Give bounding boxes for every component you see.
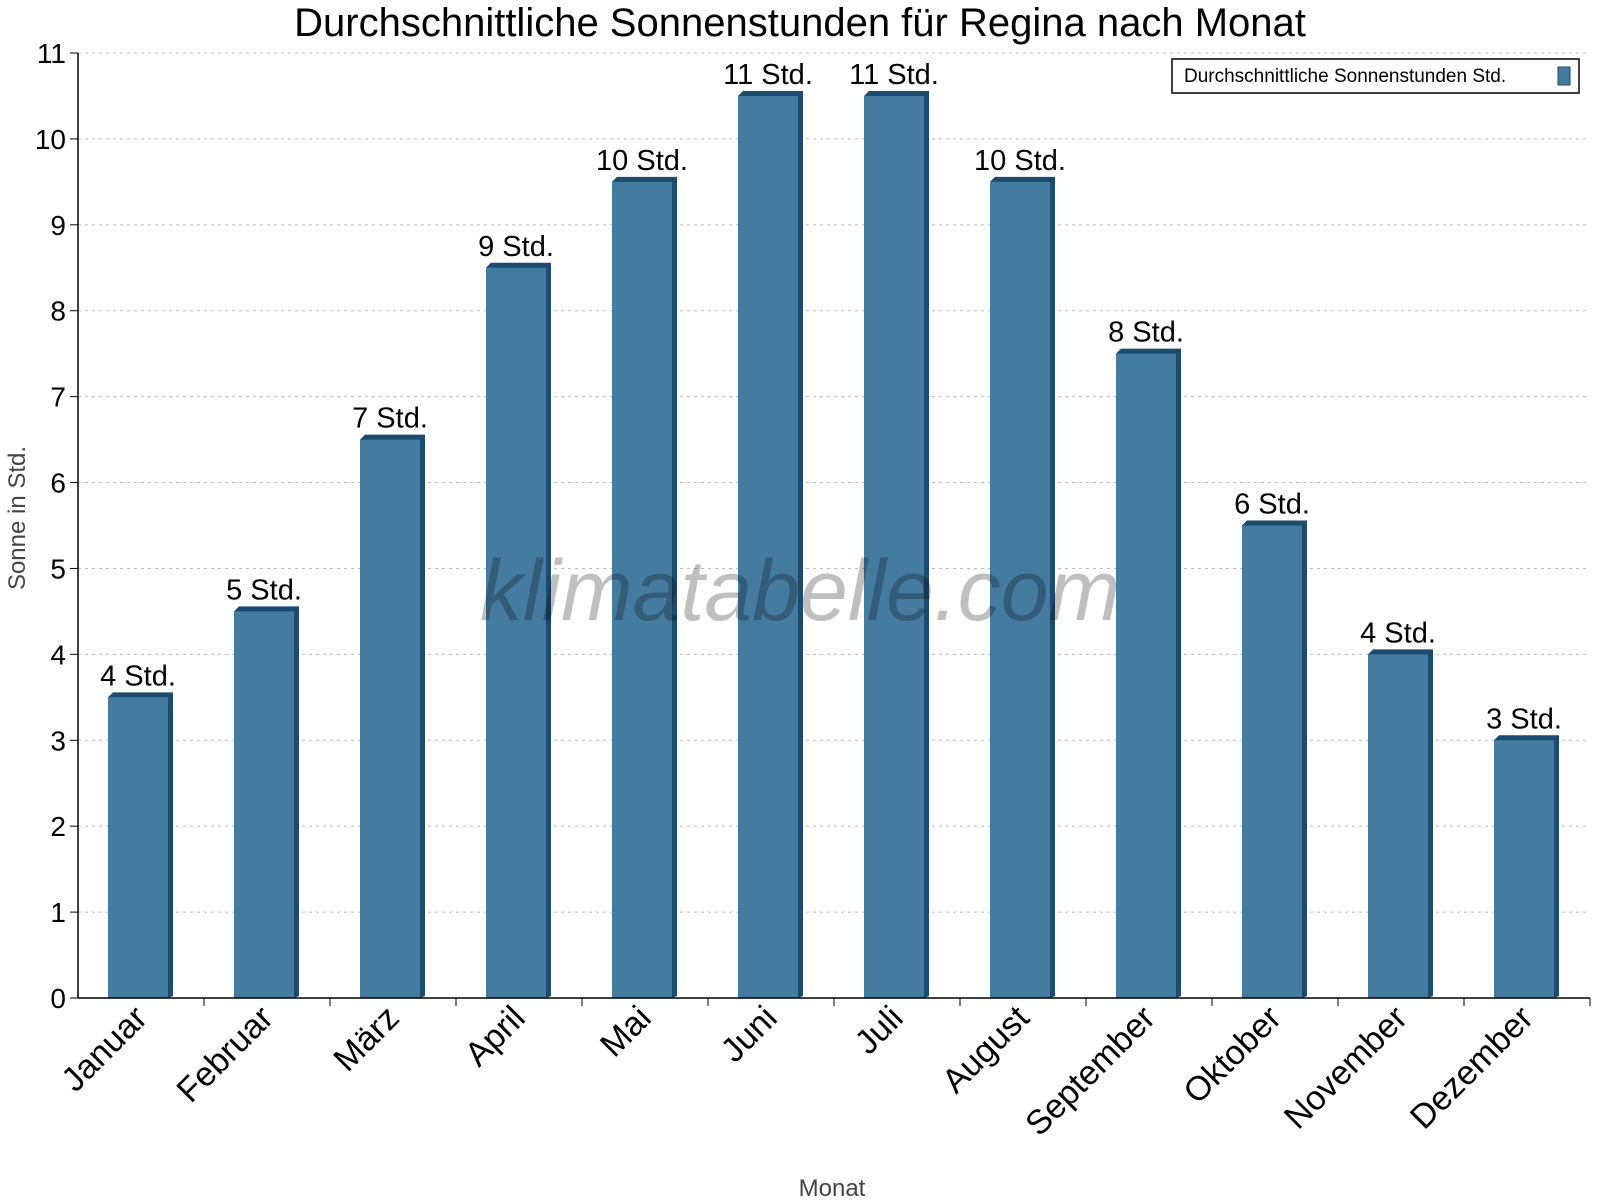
- data-label: 10 Std.: [974, 145, 1066, 177]
- legend-label: Durchschnittliche Sonnenstunden Std.: [1184, 66, 1506, 87]
- data-label: 6 Std.: [1234, 489, 1310, 521]
- bar: [360, 439, 420, 998]
- x-tick-label: März: [326, 999, 406, 1079]
- data-label: 7 Std.: [352, 403, 428, 435]
- bar: [738, 95, 798, 999]
- x-axis-label: Monat: [799, 1175, 866, 1200]
- data-label: 10 Std.: [596, 145, 688, 177]
- x-tick-label: August: [935, 998, 1037, 1100]
- x-tick-label: Mai: [593, 999, 659, 1065]
- y-tick-label: 1: [50, 897, 66, 928]
- legend: Durchschnittliche Sonnenstunden Std.: [1171, 58, 1580, 94]
- y-axis-label: Sonne in Std.: [4, 446, 31, 590]
- bar: [1494, 740, 1554, 998]
- data-label: 4 Std.: [1360, 617, 1436, 649]
- y-tick-label: 8: [50, 296, 66, 327]
- x-tick-label: Juli: [848, 999, 911, 1062]
- x-tick-label: September: [1018, 999, 1162, 1143]
- x-tick-label: Oktober: [1176, 999, 1288, 1111]
- data-label: 8 Std.: [1108, 317, 1184, 349]
- y-tick-label: 11: [37, 38, 66, 69]
- data-label: 5 Std.: [226, 574, 302, 606]
- y-tick-label: 4: [50, 639, 66, 670]
- data-label: 9 Std.: [478, 231, 554, 263]
- y-tick-label: 6: [50, 468, 66, 499]
- x-tick-label: Januar: [54, 999, 154, 1099]
- x-tick-label: April: [458, 999, 533, 1074]
- bar: [1116, 353, 1176, 998]
- bar: [486, 267, 546, 999]
- bar: [108, 697, 168, 998]
- y-tick-label: 9: [50, 210, 66, 241]
- chart-title: Durchschnittliche Sonnenstunden für Regi…: [294, 1, 1306, 45]
- y-tick-label: 3: [50, 725, 66, 756]
- y-tick-label: 5: [50, 553, 66, 584]
- x-tick-label: Juni: [714, 999, 785, 1070]
- data-label: 11 Std.: [849, 59, 939, 91]
- bar: [1242, 525, 1302, 998]
- x-tick-label: November: [1277, 999, 1415, 1137]
- y-tick-label: 7: [50, 382, 66, 413]
- bar: [612, 181, 672, 998]
- data-label: 4 Std.: [100, 660, 176, 692]
- bar: [1368, 654, 1428, 998]
- bar: [990, 181, 1050, 998]
- x-tick-label: Februar: [170, 999, 281, 1110]
- y-tick-label: 0: [50, 983, 66, 1014]
- bar: [864, 95, 924, 999]
- x-tick-label: Dezember: [1403, 999, 1541, 1137]
- y-tick-label: 2: [50, 811, 66, 842]
- data-label: 3 Std.: [1486, 703, 1562, 735]
- data-label: 11 Std.: [723, 59, 813, 91]
- y-tick-label: 10: [35, 124, 66, 155]
- bar: [234, 611, 294, 998]
- watermark: klimatabelle.com: [480, 543, 1120, 639]
- legend-swatch: [1557, 66, 1571, 86]
